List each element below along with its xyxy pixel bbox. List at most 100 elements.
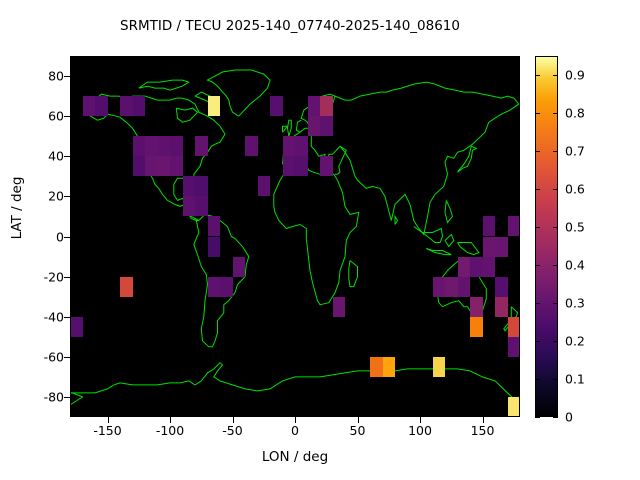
x-axis-title: LON / deg <box>261 449 329 465</box>
heatmap-cell <box>207 96 220 117</box>
coastline-path <box>282 125 289 133</box>
y-tick-mark <box>64 276 70 278</box>
y-tick-label: 20 <box>48 188 64 204</box>
y-tick-label: -60 <box>43 349 64 365</box>
y-tick-mark <box>64 196 70 198</box>
x-tick-label: 100 <box>408 423 432 438</box>
y-tick-label: -40 <box>43 309 64 325</box>
heatmap-cell <box>157 136 170 157</box>
coastline-path <box>444 233 455 248</box>
heatmap-cell <box>182 196 195 217</box>
coastline-path <box>175 107 199 123</box>
heatmap-cell <box>132 156 145 177</box>
heatmap-cell <box>307 116 320 137</box>
y-tick-mark <box>64 76 70 78</box>
coastline-path <box>426 248 452 256</box>
y-tick-mark <box>64 396 70 398</box>
colorbar-tick-mark <box>535 379 540 380</box>
heatmap-cell <box>470 316 483 337</box>
colorbar-tick-mark <box>535 417 540 418</box>
x-tick-mark <box>170 417 171 423</box>
colorbar-tick-label: 0.4 <box>565 257 585 273</box>
heatmap-cell <box>482 236 495 257</box>
y-tick-label: 80 <box>48 68 64 84</box>
y-tick-mark <box>64 116 70 118</box>
colorbar-tick-label: 0.6 <box>565 181 585 197</box>
colorbar-tick-label: 0.1 <box>565 371 585 387</box>
y-tick-label: 40 <box>48 148 64 164</box>
x-tick-label: 50 <box>349 423 366 438</box>
heatmap-cell <box>457 276 470 297</box>
heatmap-cell <box>482 216 495 237</box>
heatmap-cell <box>232 256 245 277</box>
x-tick-mark <box>420 417 421 423</box>
y-tick-label: 0 <box>56 229 64 244</box>
coastline-path <box>193 213 250 348</box>
map-plot-area[interactable] <box>70 56 520 417</box>
heatmap-cell <box>495 236 508 257</box>
colorbar-tick-mark <box>553 113 558 114</box>
coastline-path <box>138 79 190 91</box>
coastline-path <box>457 242 480 256</box>
x-tick-label: -150 <box>93 423 122 438</box>
heatmap-cell <box>470 256 483 277</box>
heatmap-cell <box>132 96 145 117</box>
heatmap-cell <box>207 236 220 257</box>
colorbar-tick-label: 0.5 <box>565 219 585 235</box>
heatmap-cell <box>507 336 520 357</box>
heatmap-cell <box>495 276 508 297</box>
colorbar-tick-mark <box>553 417 558 418</box>
heatmap-cell <box>382 356 395 377</box>
heatmap-cell <box>295 136 308 157</box>
heatmap-cell <box>182 176 195 197</box>
heatmap-cell <box>457 256 470 277</box>
heatmap-cell <box>270 96 283 117</box>
coastline-path <box>70 362 520 406</box>
heatmap-cell <box>195 176 208 197</box>
coastline-path <box>444 200 454 224</box>
heatmap-cell <box>282 156 295 177</box>
coastline-path <box>295 119 302 133</box>
chart-title: SRMTID / TECU 2025-140_07740-2025-140_08… <box>120 18 460 34</box>
heatmap-cell <box>132 136 145 157</box>
heatmap-cell <box>507 216 520 237</box>
colorbar-tick-mark <box>553 265 558 266</box>
colorbar-tick-label: 0.9 <box>565 67 585 83</box>
colorbar-gradient <box>535 56 558 417</box>
colorbar-tick-label: 0.2 <box>565 333 585 349</box>
y-axis-ticks: 80 60 40 20 0 -20 -40 -60 -80 <box>0 56 70 417</box>
heatmap-cell <box>320 156 333 177</box>
colorbar-tick-mark <box>553 341 558 342</box>
heatmap-cell <box>120 276 133 297</box>
heatmap-cell <box>207 216 220 237</box>
colorbar-tick-mark <box>553 151 558 152</box>
heatmap-cell <box>432 356 445 377</box>
heatmap-cell <box>120 96 133 117</box>
colorbar-tick-mark <box>535 151 540 152</box>
colorbar-ticks: 0.9 0.8 0.7 0.6 0.5 0.4 0.3 0.2 0.1 0 <box>535 56 635 425</box>
x-axis-ticks: -150 -100 -50 0 50 100 150 <box>70 417 520 443</box>
x-tick-mark <box>107 417 109 423</box>
heatmap-cell <box>82 96 95 117</box>
heatmap-cell <box>482 256 495 277</box>
coastline-path <box>348 260 358 288</box>
y-tick-label: 60 <box>48 108 64 124</box>
heatmap-cell <box>282 136 295 157</box>
colorbar-tick-mark <box>535 189 540 190</box>
x-tick-mark <box>482 417 484 423</box>
heatmap-cell <box>307 96 320 117</box>
heatmap-cell <box>295 156 308 177</box>
coastline-path <box>394 214 399 225</box>
x-tick-label: 0 <box>291 423 299 438</box>
heatmap-cell <box>320 116 333 137</box>
colorbar-tick-mark <box>553 303 558 304</box>
y-tick-mark <box>64 316 70 318</box>
heatmap-cell <box>370 356 383 377</box>
coastline-path <box>334 81 520 236</box>
y-tick-mark <box>64 356 70 358</box>
y-tick-label: -80 <box>43 389 64 405</box>
colorbar-tick-mark <box>535 303 540 304</box>
heatmap-cells <box>70 56 520 417</box>
x-tick-mark <box>357 417 359 423</box>
